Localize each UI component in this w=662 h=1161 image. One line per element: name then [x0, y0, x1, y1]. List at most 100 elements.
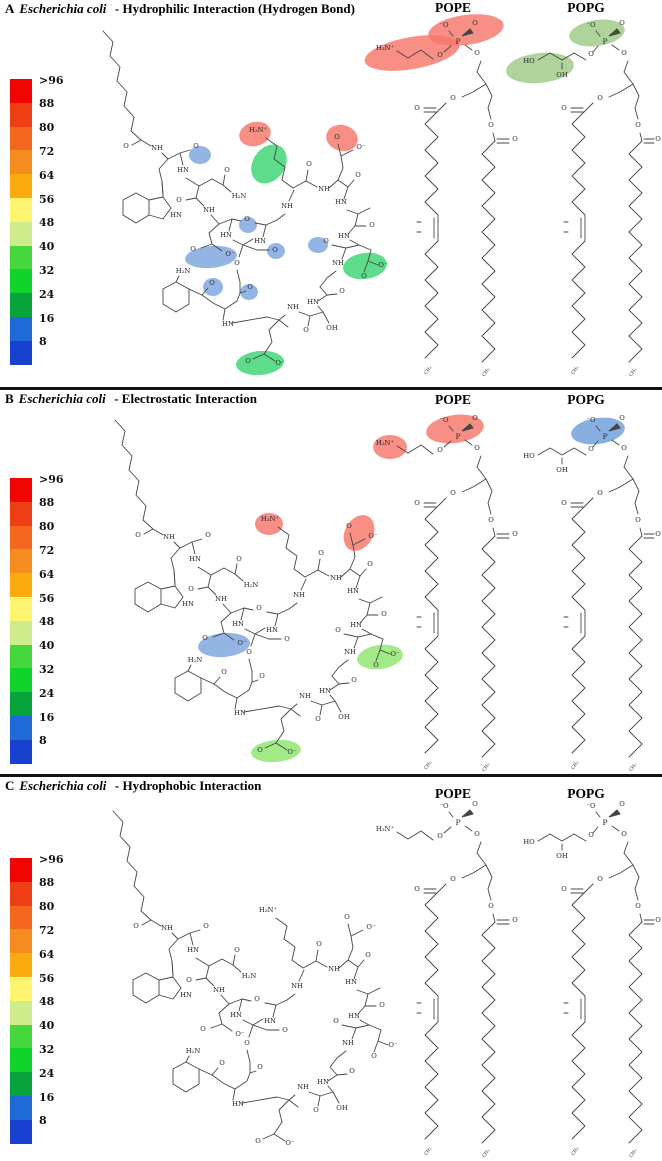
peptide-bond: [191, 541, 196, 555]
popg-label: POPG: [567, 786, 605, 801]
peptide-bond: [305, 169, 309, 182]
colorbar-tick: 24: [39, 686, 55, 700]
colorbar-tick: 48: [39, 216, 55, 230]
peptide-bond: [331, 659, 349, 677]
peptide-atom-label: HN: [317, 1078, 329, 1086]
pope-bond: [464, 44, 473, 51]
peptide-atom-label: NH: [293, 591, 305, 599]
popg-atom-label: ⁻O: [586, 21, 596, 29]
peptide-atom-label: O: [272, 246, 278, 254]
peptide-atom-label: O: [365, 951, 371, 959]
pope-atom-label: CH₃: [423, 760, 433, 771]
peptide-bond: [349, 532, 354, 546]
popg-atom-label: HO: [523, 57, 535, 65]
peptide-atom-label: NH: [299, 692, 311, 700]
peptide-bond: [338, 959, 349, 969]
pope-bond: [437, 102, 447, 112]
colorbar-tick: 8: [39, 734, 47, 748]
peptide-atom-label: O: [373, 661, 379, 669]
peptide-atom-label: HN: [232, 620, 244, 628]
peptide-bond: [290, 703, 298, 710]
peptide-atom-label: O: [256, 604, 262, 612]
peptide-bond: [347, 225, 356, 235]
peptide-atom-label: O⁻: [390, 650, 400, 658]
peptide-atom-label: O: [221, 668, 227, 676]
peptide-bond: [275, 742, 288, 751]
peptide-bond: [232, 1088, 236, 1101]
peptide-bond: [248, 658, 253, 683]
peptide-bond: [175, 275, 180, 283]
peptide-atom-label: H₂N: [176, 267, 191, 275]
pope-bond: [481, 140, 496, 363]
peptide-bond: [221, 1023, 233, 1032]
popg-bond: [608, 864, 634, 879]
pope-atom-label: ⁻O: [439, 802, 449, 810]
peptide-atom-label: O: [318, 549, 324, 557]
pope-bond: [464, 439, 473, 446]
colorbar-tick: 16: [39, 1090, 55, 1104]
peptide-atom-label: O: [234, 259, 240, 267]
peptide-atom-label: NH: [163, 533, 175, 541]
peptide-bond: [239, 290, 247, 294]
peptide-bond: [300, 578, 307, 591]
pope-atom-label: O: [512, 530, 518, 538]
popg-bond: [571, 505, 586, 754]
popg-atom-label: CH₃: [628, 1148, 638, 1159]
peptide-atom-label: HN: [264, 1017, 276, 1025]
pope-bond: [443, 826, 452, 834]
pope-atom-label: O: [437, 446, 443, 454]
peptide-bond: [292, 180, 307, 189]
popg-atom-label: O: [635, 121, 641, 129]
pope-atom-label: ⁻O: [439, 416, 449, 424]
peptide-bond: [337, 155, 344, 181]
peptide-atom-label: O: [236, 555, 242, 563]
peptide-bond: [310, 700, 323, 706]
popg-bond: [584, 102, 594, 112]
peptide-atom-label: NH: [342, 1039, 354, 1047]
colorbar-segment: [10, 668, 32, 693]
peptide-atom-label: HN: [220, 231, 232, 239]
popg-bond: [537, 833, 587, 842]
peptide-bond: [337, 179, 349, 188]
colorbar-tick: 32: [39, 1042, 55, 1056]
peptide-bond: [218, 1003, 230, 1025]
popg-bond: [584, 497, 594, 507]
peptide-bond: [122, 192, 150, 224]
peptide-bond: [338, 682, 350, 685]
peptide-bond: [349, 544, 356, 570]
pope-wedge-bond: [461, 423, 474, 432]
peptide-atom-label: H₃N⁺: [261, 515, 280, 523]
peptide-atom-label: HN: [319, 687, 331, 695]
peptide-atom-label: H₂N: [232, 192, 247, 200]
peptide-atom-label: HN: [347, 587, 359, 595]
peptide-bond: [266, 316, 280, 321]
pope-bond: [485, 864, 493, 901]
colorbar-segment: [10, 221, 32, 246]
peptide-atom-label: HN: [230, 1011, 242, 1019]
pope-atom-label: O: [414, 885, 420, 893]
peptide-bond: [231, 218, 242, 222]
peptide-bond: [327, 1085, 334, 1093]
colorbar-segment: [10, 905, 32, 930]
peptide-atom-label: HN: [232, 1100, 244, 1108]
highlight-ellipse-light_green: [251, 739, 301, 763]
highlight-ellipse-blue: [203, 278, 223, 296]
peptide-bond: [321, 700, 336, 706]
popg-atom-label: HO: [523, 838, 535, 846]
peptide-bond: [288, 602, 298, 610]
peptide-bond: [357, 207, 371, 215]
peptide-bond: [232, 964, 242, 973]
peptide-bond: [352, 538, 366, 546]
peptide-bond: [236, 681, 253, 699]
peptide-bond: [179, 152, 184, 166]
peptide-bond: [243, 705, 280, 713]
peptide-bond: [263, 319, 280, 355]
pope-atom-label: CH₃: [423, 1146, 433, 1157]
peptide-bond: [179, 149, 191, 154]
pope-atom-label: H₃N⁺: [376, 439, 395, 447]
peptide-bond: [276, 1096, 290, 1101]
colorbar-segment: [10, 620, 32, 645]
peptide-atom-label: NH: [328, 965, 340, 973]
peptide-bond: [308, 1091, 321, 1097]
